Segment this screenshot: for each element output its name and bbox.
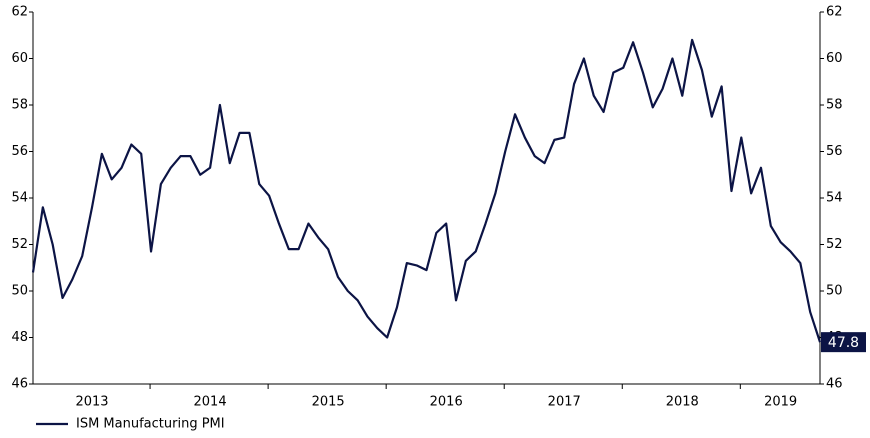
y2-tick-label: 62: [826, 5, 843, 20]
y-tick-label: 50: [11, 284, 28, 299]
y-tick-label: 56: [11, 144, 28, 159]
y-tick-label: 48: [11, 330, 28, 345]
legend-label: ISM Manufacturing PMI: [76, 417, 225, 432]
y-tick-label: 52: [11, 237, 28, 252]
y-tick-label: 58: [11, 98, 28, 113]
value-label: 47.8: [828, 335, 859, 351]
y-tick-label: 60: [11, 51, 28, 66]
y2-tick-label: 46: [826, 377, 843, 392]
y-tick-label: 62: [11, 5, 28, 20]
y-tick-label: 46: [11, 377, 28, 392]
line-series: [31, 38, 822, 343]
x-tick-label: 2017: [548, 395, 581, 410]
x-tick-label: 2018: [666, 395, 699, 410]
x-tick-label: 2016: [430, 395, 463, 410]
x-tick-label: 2014: [194, 395, 227, 410]
y2-tick-label: 60: [826, 51, 843, 66]
x-tick-label: 2015: [312, 395, 345, 410]
y2-tick-label: 50: [826, 284, 843, 299]
y2-tick-label: 58: [826, 98, 843, 113]
x-tick-label: 2019: [764, 395, 797, 410]
y2-tick-label: 56: [826, 144, 843, 159]
y-tick-label: 54: [11, 191, 28, 206]
y2-tick-label: 52: [826, 237, 843, 252]
y2-tick-label: 54: [826, 191, 843, 206]
value-label-box: [821, 332, 866, 353]
x-tick-label: 2013: [75, 395, 108, 410]
